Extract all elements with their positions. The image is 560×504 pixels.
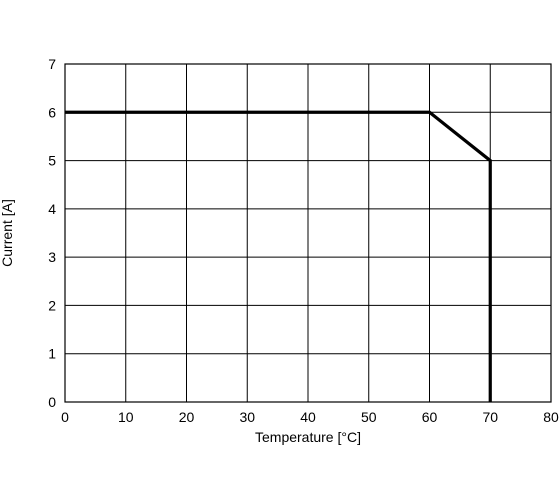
series-layer (65, 110, 492, 402)
x-tick-label: 10 (118, 409, 134, 425)
x-tick-label: 60 (422, 409, 438, 425)
y-tick-label: 0 (48, 394, 56, 410)
x-tick-label: 0 (61, 409, 69, 425)
y-axis-title: Current [A] (0, 199, 15, 267)
x-axis-ticks: 0 10 20 30 40 50 60 70 80 (61, 409, 559, 425)
grid (64, 63, 552, 403)
y-tick-label: 2 (48, 297, 56, 313)
x-tick-label: 30 (239, 409, 255, 425)
x-tick-label: 40 (300, 409, 316, 425)
y-tick-label: 6 (48, 104, 56, 120)
x-tick-label: 80 (543, 409, 559, 425)
y-tick-label: 3 (48, 249, 56, 265)
plot-frame (64, 63, 552, 403)
x-tick-label: 20 (179, 409, 195, 425)
y-tick-label: 4 (48, 201, 56, 217)
x-tick-label: 70 (482, 409, 498, 425)
series-line-0 (65, 110, 492, 402)
x-tick-label: 50 (361, 409, 377, 425)
y-tick-label: 1 (48, 346, 56, 362)
y-tick-label: 5 (48, 153, 56, 169)
y-axis-ticks: 0 1 2 3 4 5 6 7 (48, 56, 56, 410)
x-axis-title: Temperature [°C] (255, 429, 361, 445)
y-tick-label: 7 (48, 56, 56, 72)
